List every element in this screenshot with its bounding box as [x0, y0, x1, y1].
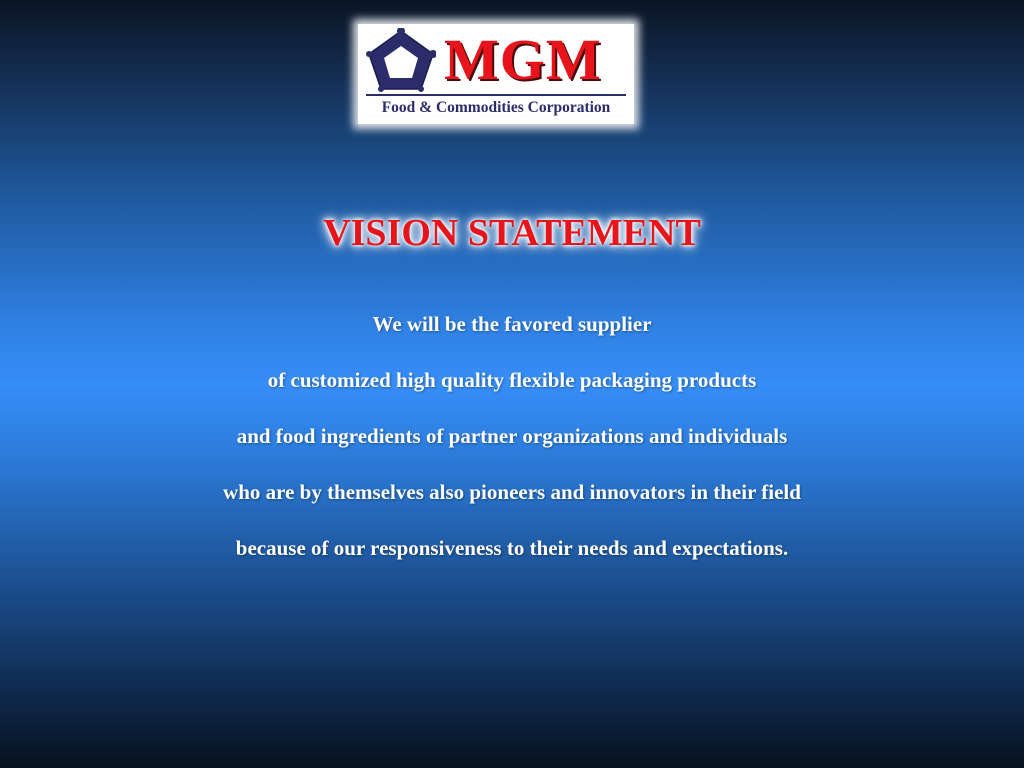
vision-statement-text: We will be the favored supplier of custo…	[0, 306, 1024, 586]
statement-line: because of our responsiveness to their n…	[235, 536, 789, 560]
statement-line: We will be the favored supplier	[372, 312, 652, 336]
logo-tagline: Food & Commodities Corporation	[381, 99, 611, 116]
company-logo: MGM Food & Commodities Corporation	[358, 24, 634, 124]
statement-line: who are by themselves also pioneers and …	[223, 480, 801, 504]
statement-line: and food ingredients of partner organiza…	[236, 424, 788, 448]
pentagon-ring-icon	[366, 28, 436, 92]
slide-title: VISION STATEMENT	[323, 212, 701, 254]
logo-wordmark: MGM	[444, 27, 602, 92]
logo-divider	[366, 94, 626, 96]
statement-line: of customized high quality flexible pack…	[267, 368, 757, 392]
